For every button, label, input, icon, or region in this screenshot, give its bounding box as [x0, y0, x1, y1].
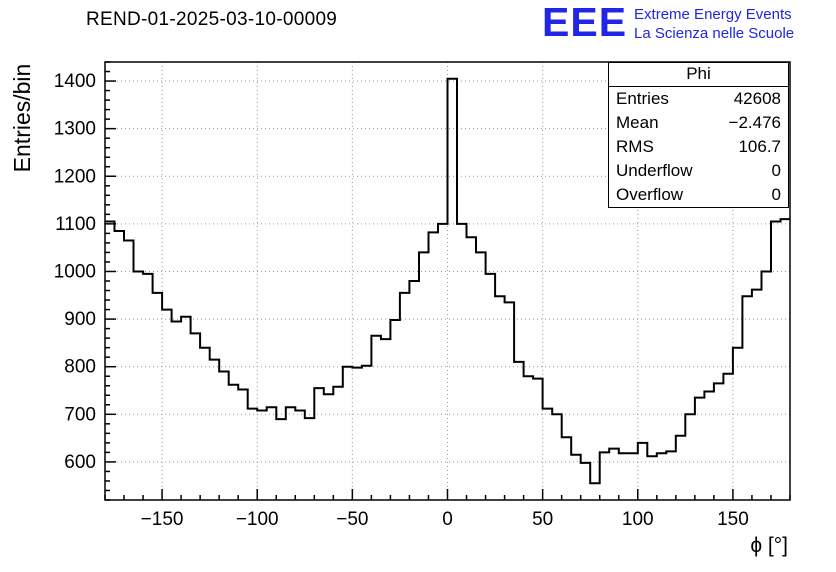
eee-logo-text: EEE — [542, 0, 628, 45]
stats-entries-value: 42608 — [733, 89, 781, 108]
svg-text:−50: −50 — [336, 509, 368, 530]
eee-logo: EEE Extreme Energy Events La Scienza nel… — [542, 2, 794, 43]
axis-ticks — [104, 61, 791, 501]
svg-text:1000: 1000 — [54, 261, 96, 282]
svg-text:800: 800 — [64, 357, 96, 378]
svg-text:150: 150 — [717, 509, 749, 530]
logo-line2: La Scienza nelle Scuole — [634, 25, 795, 42]
stats-mean-value: −2.476 — [728, 113, 781, 132]
svg-text:700: 700 — [64, 404, 96, 425]
stats-rms-value: 106.7 — [738, 137, 781, 156]
svg-text:1300: 1300 — [54, 119, 96, 140]
y-axis-label: Entries/bin — [9, 64, 35, 173]
svg-text:100: 100 — [622, 509, 654, 530]
stats-overflow-label: Overflow — [616, 185, 684, 204]
stats-entries-label: Entries — [616, 89, 669, 108]
stats-box: Phi Entries 42608 Mean −2.476 RMS 106.7 … — [608, 62, 789, 208]
stats-overflow-value: 0 — [771, 185, 781, 204]
stats-row-underflow: Underflow 0 — [609, 159, 788, 183]
axis-titles: Entries/bin ϕ [°] — [9, 64, 788, 557]
x-axis-label: ϕ [°] — [750, 534, 788, 557]
stats-row-rms: RMS 106.7 — [609, 135, 788, 159]
svg-text:900: 900 — [64, 309, 96, 330]
logo-line1: Extreme Energy Events — [634, 6, 792, 23]
svg-text:1200: 1200 — [54, 166, 96, 187]
stats-title: Phi — [609, 63, 788, 87]
svg-text:600: 600 — [64, 452, 96, 473]
plot-title: REND-01-2025-03-10-00009 — [86, 9, 338, 30]
histogram-line — [105, 77, 790, 485]
svg-text:1400: 1400 — [54, 71, 96, 92]
stats-underflow-label: Underflow — [616, 161, 693, 180]
stats-row-mean: Mean −2.476 — [609, 111, 788, 135]
stats-underflow-value: 0 — [771, 161, 781, 180]
stats-row-overflow: Overflow 0 — [609, 183, 788, 207]
svg-text:0: 0 — [442, 509, 453, 530]
svg-text:−150: −150 — [141, 509, 184, 530]
stats-rms-label: RMS — [616, 137, 654, 156]
eee-logo-subtitle: Extreme Energy Events La Scienza nelle S… — [634, 5, 794, 43]
stats-mean-label: Mean — [616, 113, 659, 132]
svg-text:1100: 1100 — [55, 214, 96, 235]
stats-row-entries: Entries 42608 — [609, 87, 788, 111]
svg-text:50: 50 — [532, 509, 553, 530]
svg-text:−100: −100 — [236, 509, 279, 530]
